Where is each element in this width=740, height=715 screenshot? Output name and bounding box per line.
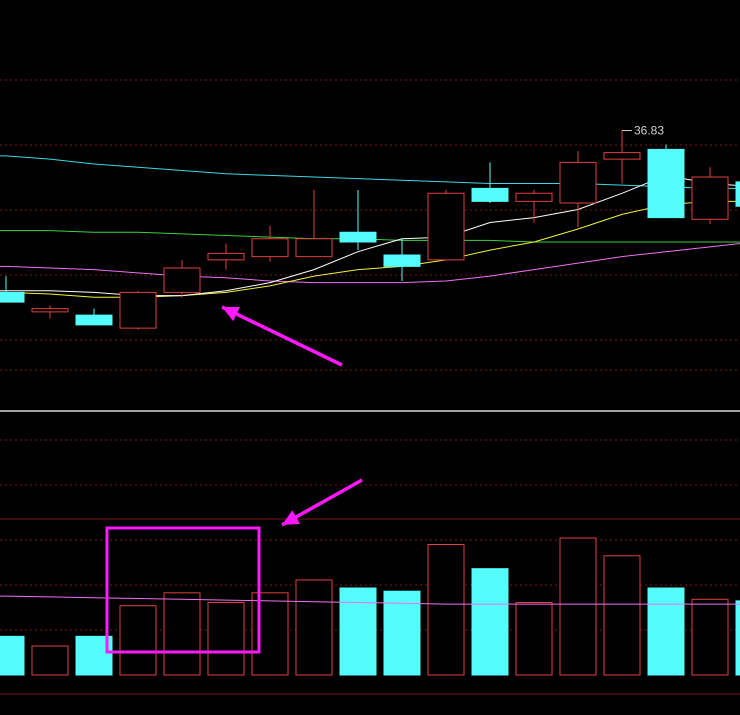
volume-bar xyxy=(471,568,509,676)
candle-body xyxy=(0,291,25,303)
candle-body xyxy=(559,161,597,204)
volume-ma-line xyxy=(0,595,740,605)
price-arrow-head xyxy=(222,307,240,322)
volume-bar xyxy=(603,555,641,676)
volume-bar xyxy=(339,587,377,676)
moving-average-lines xyxy=(0,155,740,298)
volume-bar xyxy=(251,592,289,676)
candle-body xyxy=(383,254,421,267)
ma-pink-line xyxy=(0,241,740,284)
highlight-box xyxy=(105,526,261,654)
candle-body xyxy=(75,314,113,326)
candle-body xyxy=(207,252,245,261)
volume-arrow-head xyxy=(282,510,300,525)
candle-body xyxy=(691,176,729,220)
candle-body xyxy=(163,267,201,293)
candles xyxy=(0,130,740,330)
volume-bar xyxy=(383,590,421,676)
ma-long-line xyxy=(0,155,740,189)
price-arrow-shaft xyxy=(221,305,343,367)
candle-body xyxy=(31,308,69,313)
max-price-label: 36.83 xyxy=(634,124,664,138)
candle-body xyxy=(515,192,553,202)
candle-body xyxy=(295,238,333,258)
candle-body xyxy=(647,148,685,219)
candle-body xyxy=(339,231,377,243)
volume-bar xyxy=(119,605,157,676)
annotations xyxy=(105,305,363,654)
volume-bar xyxy=(647,587,685,676)
candle-body xyxy=(119,291,157,329)
candle-body xyxy=(427,192,465,261)
candle-body xyxy=(735,181,740,207)
volume-bar xyxy=(427,544,465,676)
grid-lines xyxy=(0,79,740,695)
volume-bars xyxy=(0,537,740,676)
volume-bar xyxy=(735,600,740,676)
candle-body xyxy=(251,238,289,258)
volume-bar xyxy=(515,602,553,676)
candle-body xyxy=(471,187,509,202)
volume-bar xyxy=(0,635,25,676)
candle-body xyxy=(603,152,641,160)
volume-bar xyxy=(559,537,597,676)
ma-xlong-line xyxy=(0,230,740,243)
volume-bar xyxy=(163,592,201,676)
volume-bar xyxy=(31,645,69,676)
volume-bar xyxy=(207,602,245,676)
volume-bar xyxy=(295,579,333,676)
volume-bar xyxy=(691,598,729,676)
